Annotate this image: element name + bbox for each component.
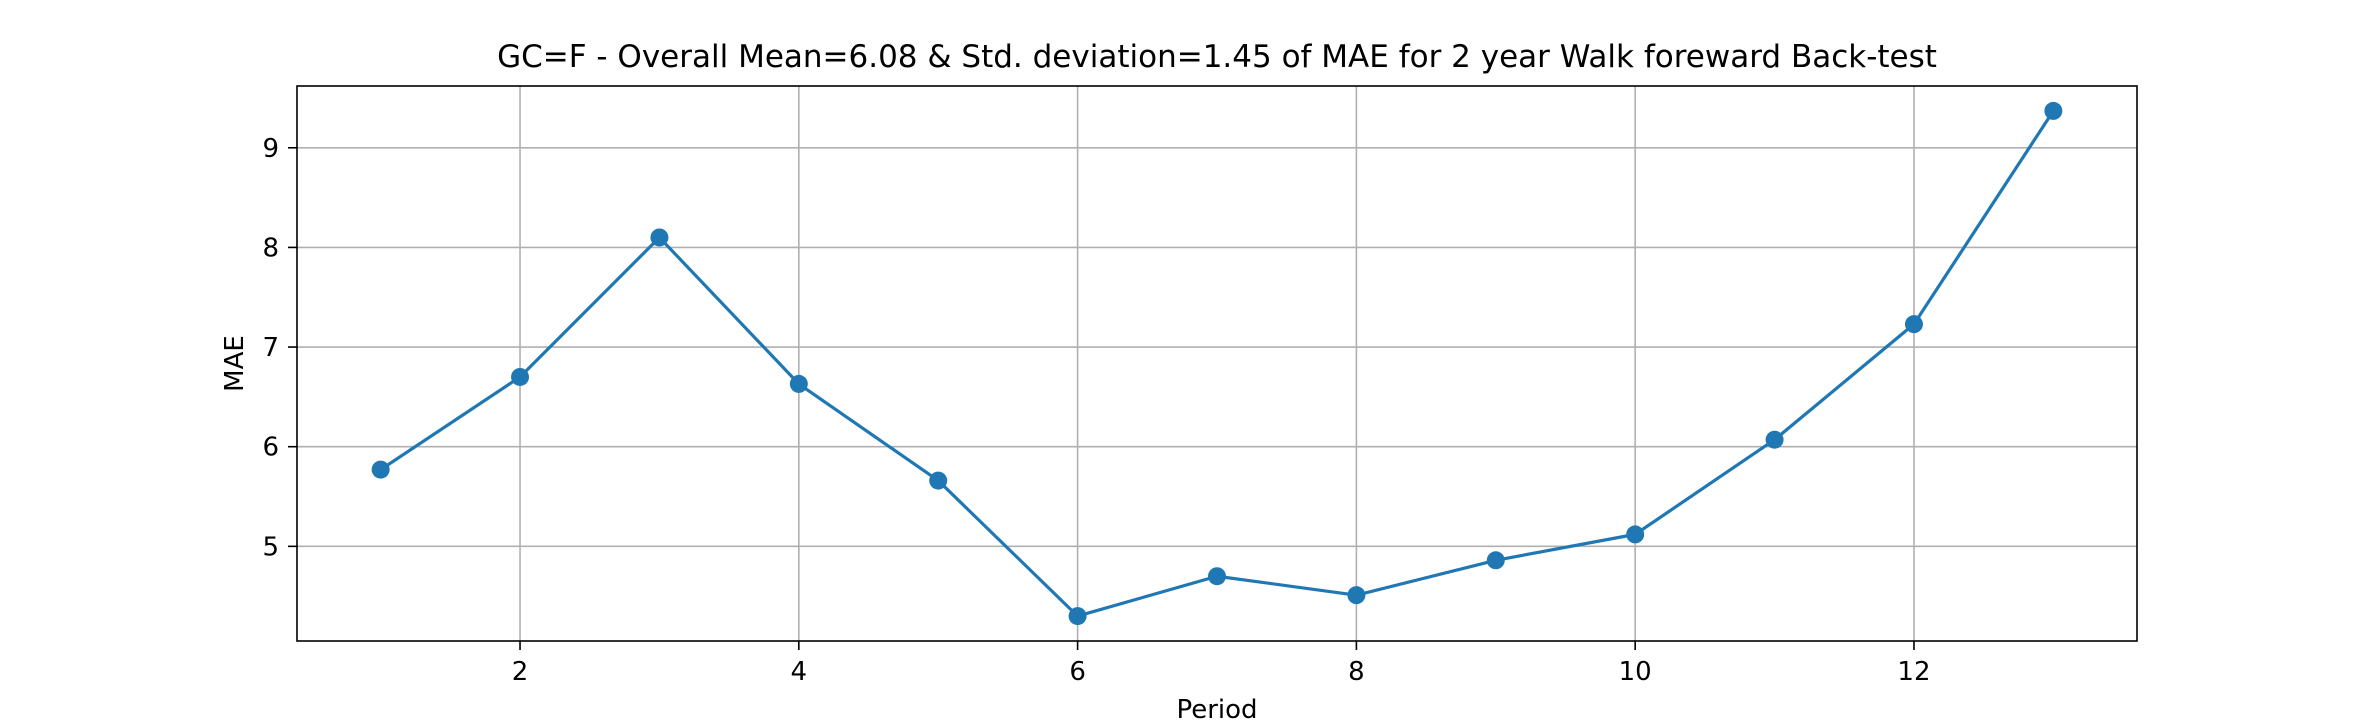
- chart-title: GC=F - Overall Mean=6.08 & Std. deviatio…: [497, 39, 1937, 75]
- y-axis-ticks: 5 6 7 8 9: [262, 134, 297, 562]
- data-point: [1904, 315, 1923, 334]
- y-tick-label: 5: [262, 532, 279, 562]
- data-point: [1486, 551, 1505, 570]
- data-point: [371, 460, 390, 479]
- data-point: [511, 367, 530, 386]
- grid-lines: [297, 86, 2137, 641]
- data-point: [929, 471, 948, 490]
- data-point: [1208, 567, 1226, 586]
- data-point: [1765, 430, 1784, 449]
- data-point: [1626, 525, 1645, 544]
- data-point: [1347, 586, 1366, 605]
- y-tick-label: 8: [262, 233, 279, 263]
- y-tick-label: 7: [262, 333, 279, 363]
- data-series: [371, 101, 2063, 626]
- x-tick-label: 8: [1348, 657, 1365, 687]
- x-axis-label: Period: [1176, 695, 1257, 720]
- y-tick-label: 9: [262, 134, 279, 164]
- y-tick-label: 6: [262, 433, 279, 463]
- x-tick-label: 12: [1897, 657, 1930, 687]
- y-axis-label: MAE: [220, 335, 250, 392]
- x-tick-label: 4: [791, 657, 808, 687]
- x-tick-label: 6: [1069, 657, 1086, 687]
- data-point: [650, 228, 669, 247]
- x-tick-label: 10: [1619, 657, 1652, 687]
- axes-frame: [296, 85, 2138, 642]
- x-axis-ticks: 2 4 6 8 10 12: [512, 641, 1931, 687]
- data-point: [2044, 101, 2063, 120]
- data-point: [789, 374, 808, 393]
- data-point: [1068, 607, 1087, 626]
- x-tick-label: 2: [512, 657, 529, 687]
